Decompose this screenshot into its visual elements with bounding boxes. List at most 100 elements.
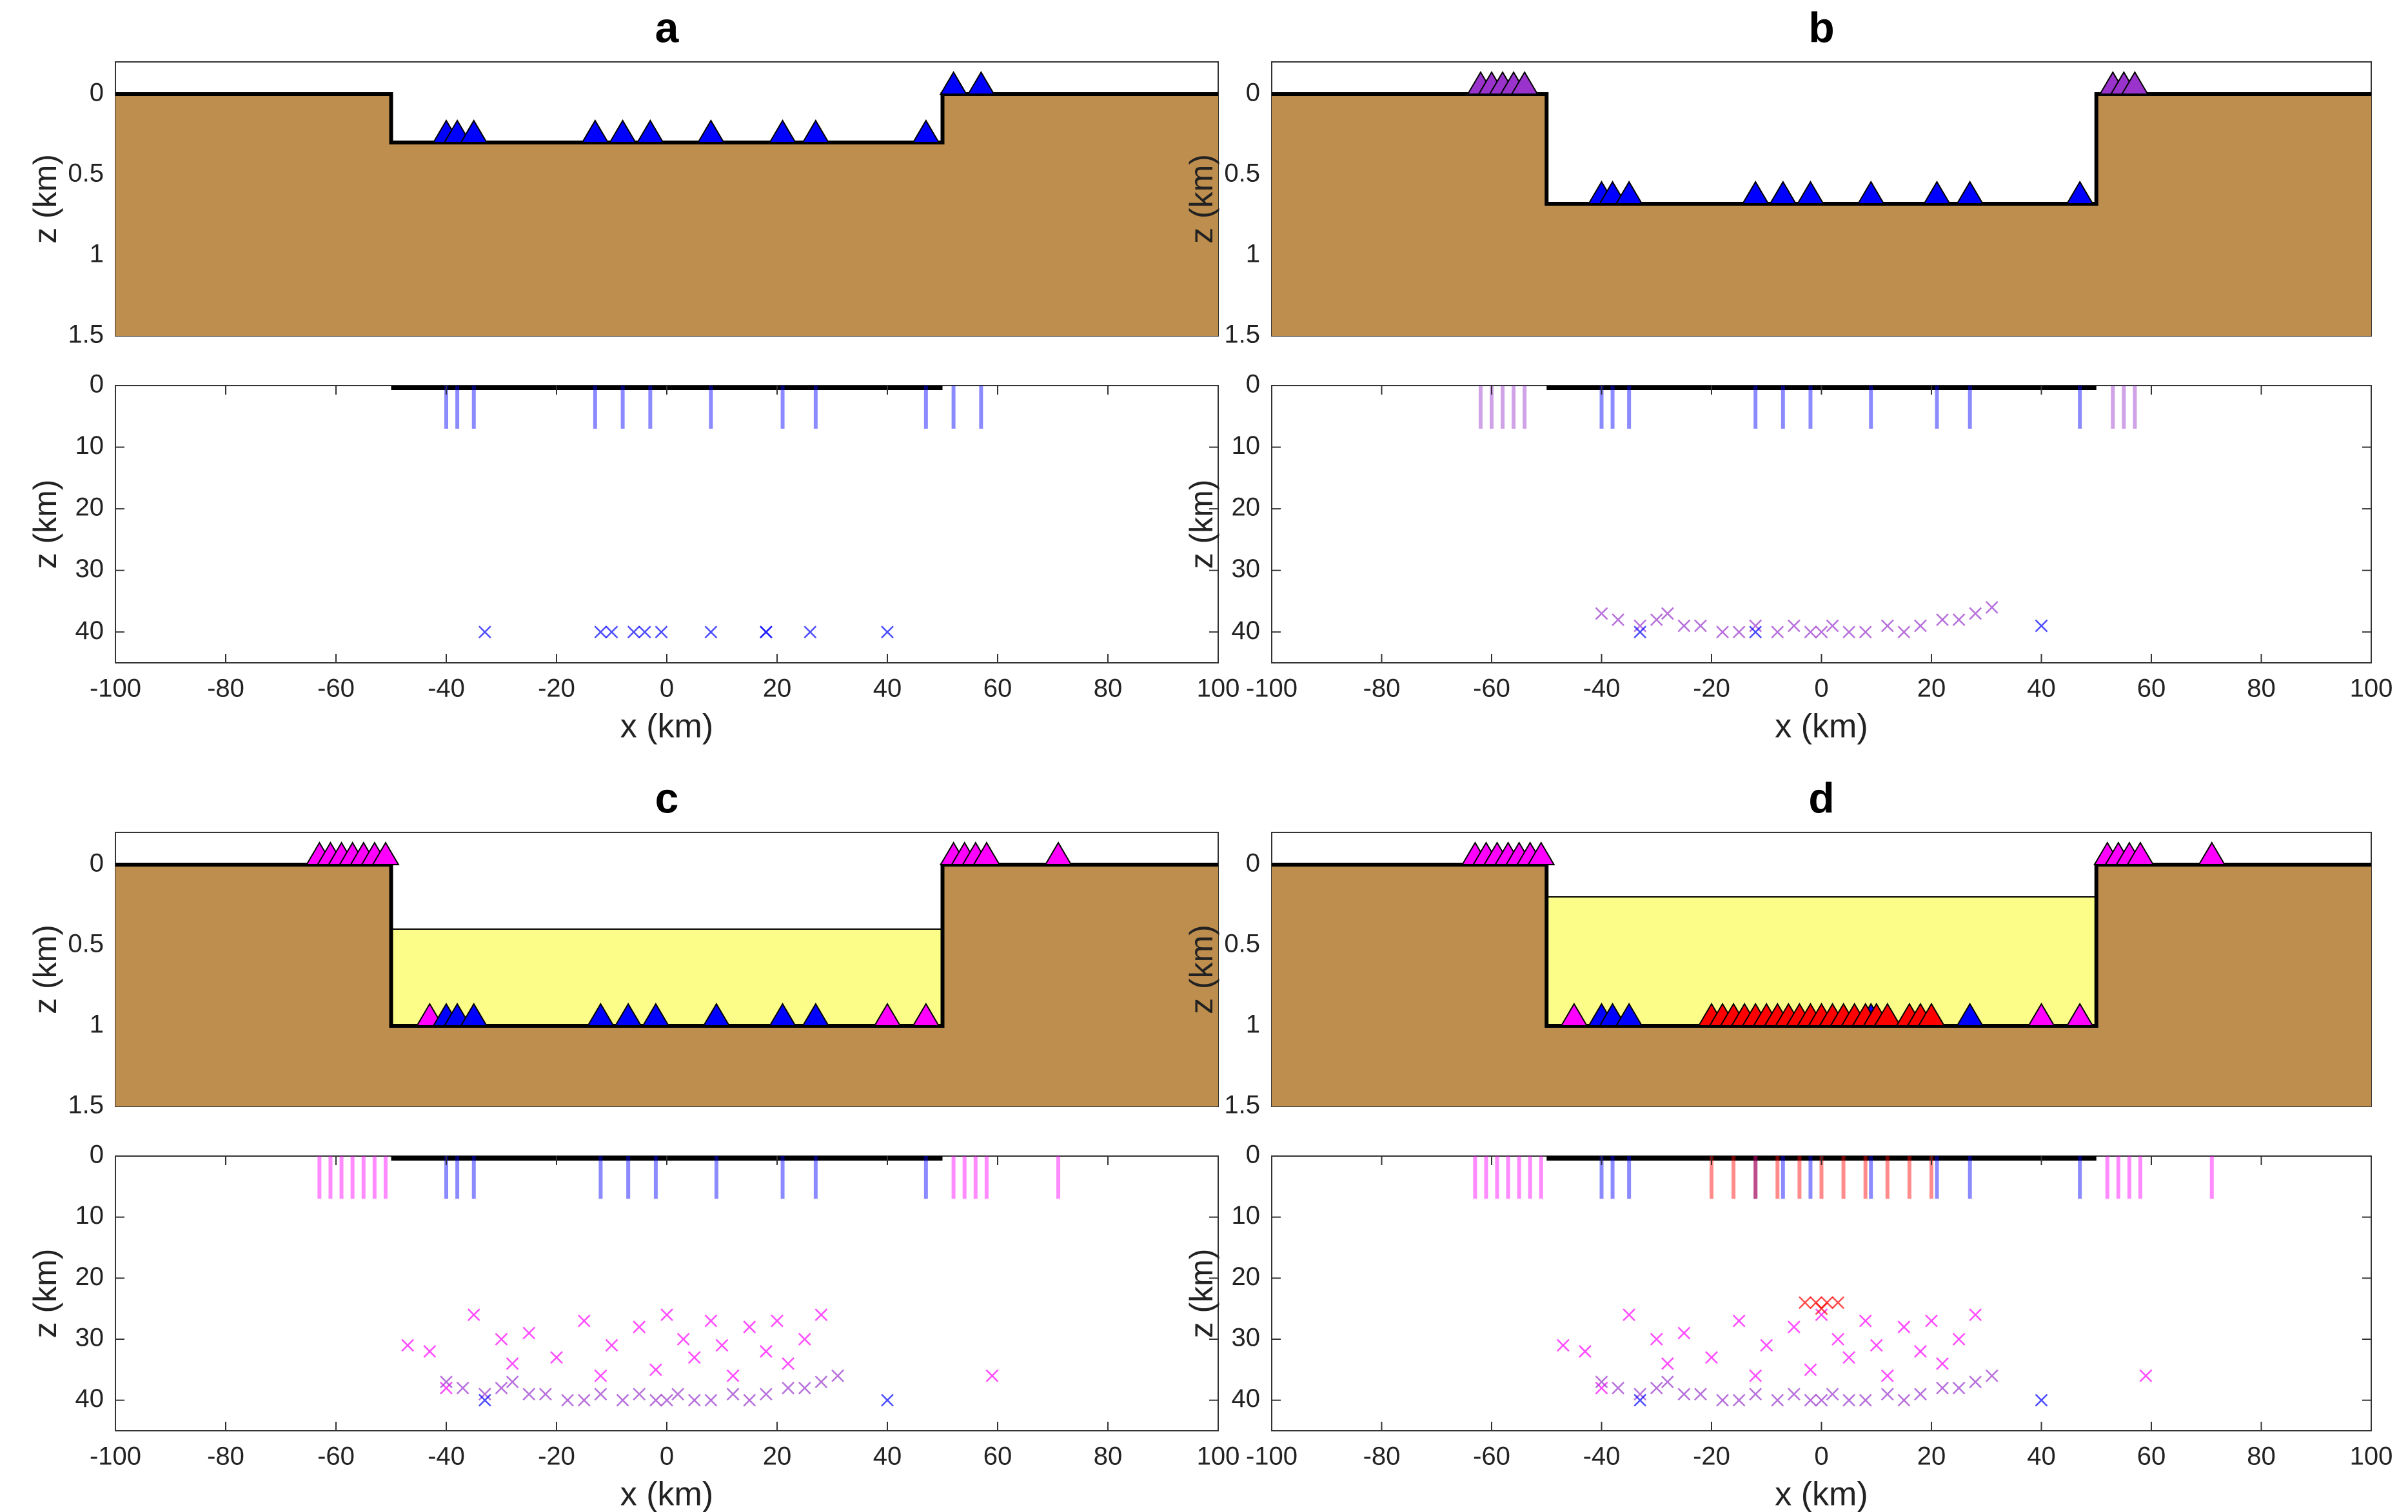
event-marker — [1694, 1388, 1707, 1401]
x-tick-label: -60 — [317, 674, 355, 703]
event-marker — [522, 1388, 536, 1401]
event-marker — [1633, 625, 1647, 639]
panel-title: d — [1808, 774, 1834, 821]
plot-frame — [1271, 1155, 2372, 1431]
x-tick-label: 100 — [1197, 1442, 1240, 1471]
event-marker — [1650, 1381, 1663, 1395]
station — [802, 119, 830, 143]
x-tick-label: 40 — [2027, 674, 2056, 703]
event-marker — [660, 1308, 673, 1322]
event-marker — [594, 1388, 607, 1401]
event-marker — [467, 1308, 480, 1322]
station — [2120, 71, 2149, 95]
event-marker — [633, 1388, 646, 1401]
event-marker — [1804, 1393, 1817, 1407]
event-marker — [1859, 1393, 1872, 1407]
event-marker — [478, 1388, 491, 1401]
station — [371, 841, 400, 865]
station — [1917, 1003, 1946, 1026]
event-marker — [495, 1381, 508, 1395]
station — [1560, 1003, 1588, 1026]
station — [1922, 181, 1951, 204]
event-marker — [1716, 1393, 1729, 1407]
x-tick-label: 80 — [2247, 674, 2276, 703]
x-axis-label: x (km) — [620, 708, 713, 745]
x-tick-label: 60 — [983, 1442, 1012, 1471]
event-marker — [506, 1375, 519, 1389]
event-marker — [1969, 1375, 1982, 1389]
event-marker — [726, 1369, 740, 1382]
event-marker — [771, 1314, 784, 1328]
event-marker — [1694, 619, 1707, 633]
event-marker — [1826, 1388, 1839, 1401]
station — [768, 119, 797, 143]
y-axis-label: z (km) — [1183, 154, 1219, 244]
x-tick-label: 100 — [2350, 674, 2393, 703]
panel: a z (km) 0 0.5 1 1.5 — [27, 3, 1219, 349]
event-marker — [814, 1375, 828, 1389]
event-marker — [1859, 1314, 1872, 1328]
y-tick-label: 30 — [1232, 1324, 1261, 1352]
station — [873, 1003, 902, 1026]
x-tick-label: 60 — [983, 674, 1012, 703]
x-tick-label: 40 — [873, 674, 902, 703]
y-tick-label: 1 — [90, 240, 104, 268]
event-marker — [1749, 1388, 1762, 1401]
event-marker — [726, 1388, 740, 1401]
station — [1796, 181, 1825, 204]
event-marker — [638, 625, 651, 639]
x-tick-label: 20 — [763, 674, 792, 703]
event-marker — [1579, 1345, 1592, 1358]
station — [586, 1003, 615, 1026]
event-marker — [985, 1369, 999, 1382]
event-marker — [1936, 613, 1949, 626]
event-marker — [676, 1333, 690, 1346]
event-marker — [605, 1339, 618, 1352]
station — [1955, 1003, 1984, 1026]
event-marker — [687, 1351, 701, 1364]
event-marker — [1826, 619, 1839, 633]
event-marker — [782, 1357, 794, 1370]
station — [1615, 1003, 1643, 1026]
event-marker — [804, 625, 817, 639]
x-tick-label: -80 — [207, 1442, 244, 1471]
y-axis-label: z (km) — [27, 154, 63, 244]
event-marker — [1804, 1363, 1817, 1377]
event-marker — [660, 1393, 673, 1407]
event-marker — [1936, 1357, 1949, 1370]
event-marker — [478, 1393, 491, 1407]
event-marker — [1633, 1393, 1647, 1407]
station — [460, 1003, 488, 1026]
event-marker — [440, 1375, 453, 1389]
y-tick-label: 1.5 — [1224, 1091, 1260, 1119]
y-axis-label: z (km) — [27, 1249, 63, 1339]
x-tick-label: -80 — [1363, 1442, 1401, 1471]
event-marker — [2139, 1369, 2153, 1382]
x-tick-label: 80 — [1094, 674, 1123, 703]
station — [1741, 181, 1770, 204]
event-marker — [687, 1393, 701, 1407]
event-marker — [814, 1308, 828, 1322]
event-marker — [1925, 1314, 1938, 1328]
event-marker — [798, 1333, 811, 1346]
y-tick-label: 0 — [1246, 79, 1260, 107]
station — [802, 1003, 830, 1026]
event-marker — [401, 1339, 415, 1352]
event-marker — [539, 1388, 552, 1401]
y-tick-label: 30 — [75, 555, 104, 583]
x-tick-label: -20 — [1693, 674, 1730, 703]
event-marker — [1914, 619, 1927, 633]
event-marker — [456, 1381, 469, 1395]
event-marker — [594, 1369, 607, 1382]
plot-frame — [115, 1155, 1219, 1431]
event-marker — [760, 1345, 773, 1358]
event-marker — [1760, 1339, 1773, 1352]
station — [702, 1003, 731, 1026]
y-tick-label: 0 — [90, 849, 104, 878]
x-tick-label: -100 — [1246, 674, 1298, 703]
event-marker — [1952, 613, 1966, 626]
x-tick-label: -40 — [428, 674, 465, 703]
station — [1955, 181, 1984, 204]
y-tick-label: 1.5 — [68, 1091, 104, 1119]
x-tick-label: -80 — [1363, 674, 1401, 703]
